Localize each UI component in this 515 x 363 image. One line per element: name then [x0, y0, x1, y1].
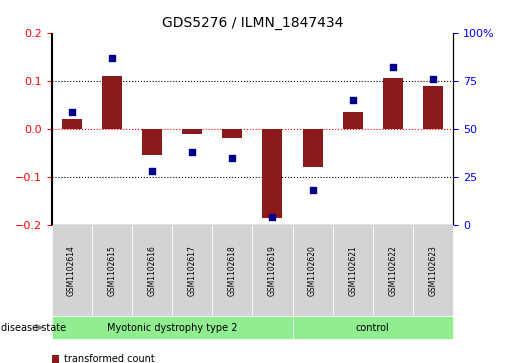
Text: GSM1102614: GSM1102614 [67, 245, 76, 296]
Point [268, 215, 277, 220]
Point [429, 76, 437, 82]
Bar [142, 129, 162, 155]
Text: GSM1102619: GSM1102619 [268, 245, 277, 296]
Point [188, 149, 196, 155]
Point [308, 188, 317, 193]
Text: disease state: disease state [1, 323, 65, 333]
Bar [101, 76, 122, 129]
Text: GSM1102621: GSM1102621 [348, 245, 357, 296]
Text: GSM1102622: GSM1102622 [388, 245, 398, 296]
Bar [342, 112, 363, 129]
Title: GDS5276 / ILMN_1847434: GDS5276 / ILMN_1847434 [162, 16, 343, 30]
Text: GSM1102616: GSM1102616 [147, 245, 157, 296]
Point [148, 168, 156, 174]
Bar [423, 86, 443, 129]
Bar [383, 78, 403, 129]
Text: transformed count: transformed count [64, 354, 155, 363]
Point [389, 64, 397, 70]
Bar [222, 129, 242, 138]
Point [228, 155, 236, 160]
Text: GSM1102615: GSM1102615 [107, 245, 116, 296]
Bar [182, 129, 202, 134]
Point [349, 97, 357, 103]
Text: Myotonic dystrophy type 2: Myotonic dystrophy type 2 [107, 323, 237, 333]
Point [67, 109, 76, 114]
Text: GSM1102623: GSM1102623 [428, 245, 438, 296]
Bar [302, 129, 322, 167]
Text: GSM1102617: GSM1102617 [187, 245, 197, 296]
Text: GSM1102618: GSM1102618 [228, 245, 237, 296]
Point [108, 55, 116, 61]
Text: control: control [356, 323, 390, 333]
Bar [262, 129, 282, 218]
Text: GSM1102620: GSM1102620 [308, 245, 317, 296]
Bar [62, 119, 81, 129]
